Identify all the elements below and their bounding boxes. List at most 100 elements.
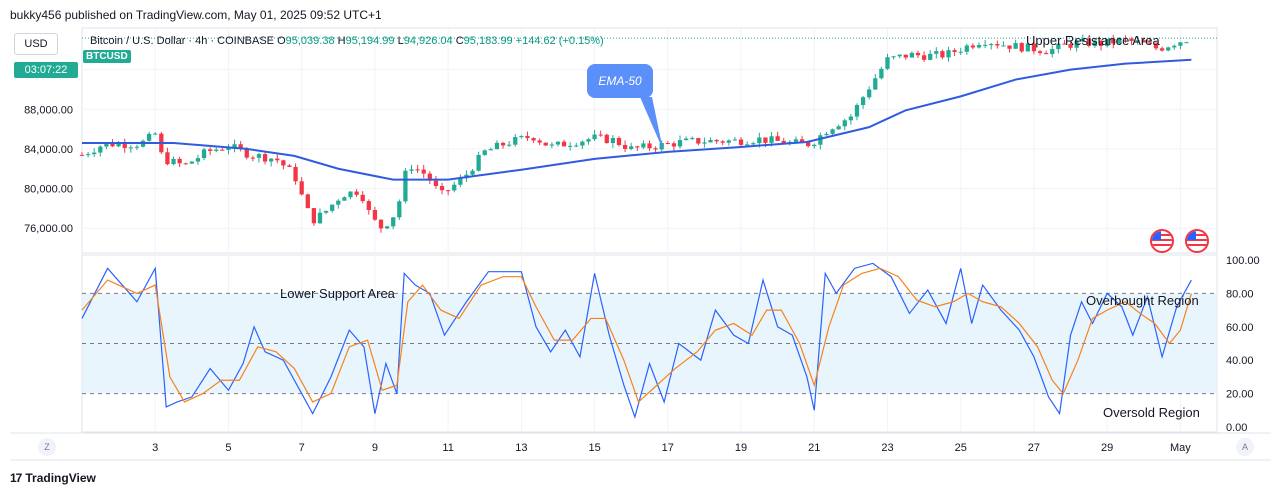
candle-body <box>146 133 152 141</box>
time-tick-label: May <box>1170 442 1191 454</box>
candle-body <box>134 146 140 148</box>
candle-body <box>153 133 158 135</box>
time-tick-label: 7 <box>299 442 305 454</box>
time-tick-label: 29 <box>1101 442 1113 454</box>
candle-body <box>1050 49 1055 55</box>
candle-body <box>397 201 402 218</box>
candle-body <box>860 97 866 106</box>
candle-body <box>879 68 884 79</box>
candle-body <box>354 191 359 195</box>
candle-body <box>1080 38 1085 42</box>
candle-body <box>366 201 371 211</box>
candle-body <box>696 138 701 144</box>
candle-body <box>384 226 390 229</box>
candle-body <box>470 170 475 175</box>
currency-button[interactable]: USD <box>14 33 58 55</box>
candle-body <box>476 154 481 171</box>
upper-resistance-label: Upper Resistance Area <box>1026 33 1160 48</box>
candle-body <box>1135 40 1140 42</box>
candle-body <box>1013 43 1018 49</box>
time-tick-label: 9 <box>372 442 378 454</box>
candle-body <box>1037 51 1043 54</box>
time-tick-label: 27 <box>1028 442 1040 454</box>
candle-body <box>641 143 646 148</box>
candle-body <box>1153 43 1159 49</box>
candle-body <box>799 139 805 142</box>
stochastic-d-line <box>81 267 1192 403</box>
open-value: 95,039.38 <box>285 35 335 47</box>
candle-body <box>1184 42 1189 44</box>
candle-body <box>793 139 799 142</box>
symbol-tag: BTCUSD <box>83 50 131 63</box>
candle-body <box>873 78 878 90</box>
price-tick-label: 84,000.00 <box>24 144 73 156</box>
candle-body <box>720 141 725 143</box>
footer-brand: 17 TradingView <box>10 471 96 485</box>
candle-body <box>1074 41 1079 48</box>
candle-body <box>238 144 243 149</box>
candle-body <box>702 142 707 144</box>
lower-support-label: Lower Support Area <box>280 286 395 301</box>
candle-body <box>336 200 341 205</box>
price-tick-label: 80,000.00 <box>24 184 73 196</box>
candle-body <box>92 152 97 155</box>
candle-body <box>616 138 622 145</box>
candle-body <box>299 181 304 195</box>
time-tick-label: 5 <box>225 442 231 454</box>
ema-50-line <box>82 58 1192 181</box>
candle-body <box>391 217 396 227</box>
time-tick-label: 11 <box>442 442 453 454</box>
candle-body <box>433 180 439 187</box>
high-value: 95,194.99 <box>345 35 395 47</box>
candle-body <box>818 135 823 145</box>
candle-body <box>439 186 445 191</box>
candle-body <box>1166 47 1171 51</box>
candle-body <box>500 142 506 146</box>
candle-body <box>348 191 353 198</box>
candle-body <box>1044 53 1049 55</box>
candle-body <box>262 154 268 162</box>
price-pane-frame <box>81 27 1218 254</box>
us-flag-icon[interactable] <box>1150 229 1174 253</box>
candle-body <box>452 184 457 191</box>
candle-body <box>744 144 750 146</box>
candle-body <box>604 134 609 144</box>
candle-body <box>647 143 652 149</box>
candle-body <box>610 138 616 144</box>
time-tick-label: 15 <box>588 442 600 454</box>
auto-scale-button[interactable]: A <box>1236 438 1254 456</box>
symbol-legend: Bitcoin / U.S. Dollar · 4h · COINBASE O9… <box>90 35 604 47</box>
candle-body <box>445 190 451 192</box>
candle-body <box>635 146 640 148</box>
change-value: +144.62 (+0.15%) <box>515 35 604 47</box>
candle-body <box>323 210 329 213</box>
low-label: L <box>397 35 404 47</box>
candle-body <box>1025 43 1030 52</box>
candle-body <box>281 160 286 166</box>
candle-body <box>946 50 951 58</box>
candle-body <box>915 52 921 56</box>
time-tick-label: 3 <box>152 442 158 454</box>
zoom-toggle-button[interactable]: Z <box>38 438 56 456</box>
candle-body <box>549 144 555 146</box>
brand-name: TradingView <box>25 471 96 485</box>
candle-body <box>372 210 378 220</box>
price-tick-label: 88,000.00 <box>24 104 73 116</box>
candle-body <box>897 54 902 57</box>
candle-body <box>79 154 85 156</box>
candle-body <box>305 194 310 209</box>
us-flag-icon[interactable] <box>1185 229 1209 253</box>
candle-body <box>330 204 335 211</box>
candle-body <box>415 169 420 171</box>
candle-body <box>1007 45 1012 49</box>
symbol-name: Bitcoin / U.S. Dollar · 4h · COINBASE <box>90 35 274 47</box>
candle-body <box>781 140 786 145</box>
candle-body <box>189 161 194 164</box>
candle-body <box>629 146 634 149</box>
published-header: bukky456 published on TradingView.com, M… <box>10 8 382 22</box>
candle-body <box>885 57 890 69</box>
candle-body <box>1086 38 1091 46</box>
candle-body <box>1056 43 1061 50</box>
candle-body <box>1178 42 1183 46</box>
candle-body <box>519 136 524 138</box>
